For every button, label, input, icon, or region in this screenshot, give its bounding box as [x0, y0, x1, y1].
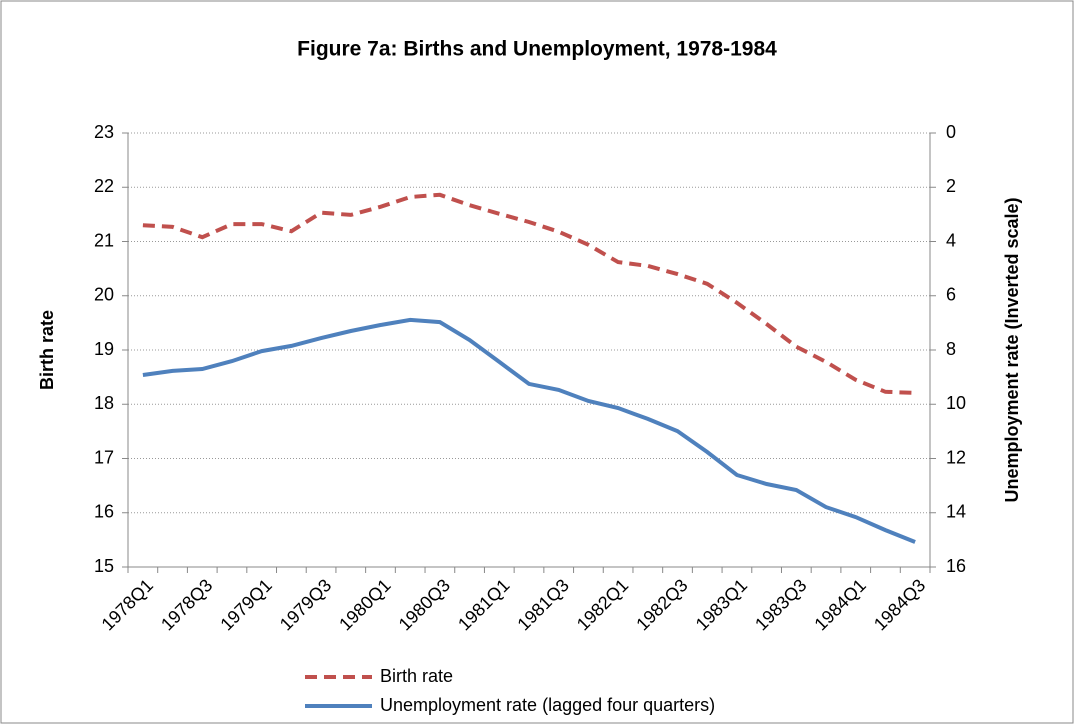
y2-tick-label: 2 [946, 176, 956, 196]
y2-tick-label: 14 [946, 502, 966, 522]
series-line [142, 317, 916, 544]
y2-tick-label: 12 [946, 447, 966, 467]
y2-axis-label: Unemployment rate (Inverted scale) [1002, 197, 1022, 502]
y2-tick-label: 4 [946, 230, 956, 250]
y2-tick-label: 0 [946, 122, 956, 142]
y-tick-label: 20 [94, 285, 114, 305]
y2-tick-label: 8 [946, 339, 956, 359]
y-tick-label: 18 [94, 393, 114, 413]
chart-title: Figure 7a: Births and Unemployment, 1978… [297, 38, 777, 61]
y-tick-label: 23 [94, 122, 114, 142]
y-tick-label: 17 [94, 447, 114, 467]
y2-tick-label: 6 [946, 285, 956, 305]
y-tick-label: 19 [94, 339, 114, 359]
series-line [142, 192, 916, 395]
y-tick-label: 16 [94, 502, 114, 522]
y2-tick-label: 16 [946, 556, 966, 576]
y-axis-label: Birth rate [37, 310, 57, 390]
y-tick-label: 15 [94, 556, 114, 576]
y-tick-label: 21 [94, 230, 114, 250]
y-tick-label: 22 [94, 176, 114, 196]
legend-label: Unemployment rate (lagged four quarters) [380, 695, 715, 715]
legend-label: Birth rate [380, 666, 453, 686]
y2-tick-label: 10 [946, 393, 966, 413]
